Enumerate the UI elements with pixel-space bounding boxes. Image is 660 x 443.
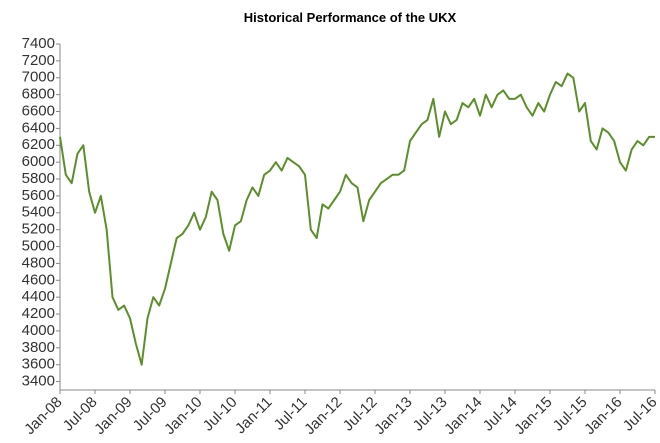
chart-title: Historical Performance of the UKX	[244, 10, 457, 25]
x-tick-label: Jan-09	[91, 394, 135, 438]
y-tick-label: 4000	[22, 322, 55, 339]
x-tick-label: Jan-15	[511, 394, 555, 438]
x-tick-label: Jan-16	[581, 394, 625, 438]
y-tick-label: 5400	[22, 204, 55, 221]
y-tick-label: 7000	[22, 69, 55, 86]
x-tick-label: Jan-10	[161, 394, 205, 438]
y-tick-label: 3800	[22, 339, 55, 356]
x-tick-label: Jan-13	[371, 394, 415, 438]
y-tick-label: 6600	[22, 102, 55, 119]
x-tick-label: Jan-08	[21, 394, 65, 438]
y-tick-label: 5000	[22, 238, 55, 255]
y-tick-label: 3600	[22, 356, 55, 373]
y-tick-label: 5800	[22, 170, 55, 187]
y-tick-label: 5200	[22, 221, 55, 238]
y-tick-label: 6400	[22, 119, 55, 136]
y-tick-label: 5600	[22, 187, 55, 204]
y-tick-label: 7400	[22, 35, 55, 52]
y-tick-label: 4800	[22, 254, 55, 271]
y-tick-label: 7200	[22, 52, 55, 69]
y-tick-label: 3400	[22, 373, 55, 390]
x-tick-label: Jan-12	[301, 394, 345, 438]
y-tick-label: 4400	[22, 288, 55, 305]
x-tick-label: Jan-11	[232, 394, 276, 438]
x-tick-label: Jan-14	[441, 394, 485, 438]
line-series	[59, 72, 655, 366]
y-tick-label: 4600	[22, 271, 55, 288]
y-tick-label: 6200	[22, 136, 55, 153]
y-tick-label: 6000	[22, 153, 55, 170]
y-tick-label: 6800	[22, 86, 55, 103]
x-tick-label: Jul-16	[620, 394, 660, 435]
y-tick-label: 4200	[22, 305, 55, 322]
